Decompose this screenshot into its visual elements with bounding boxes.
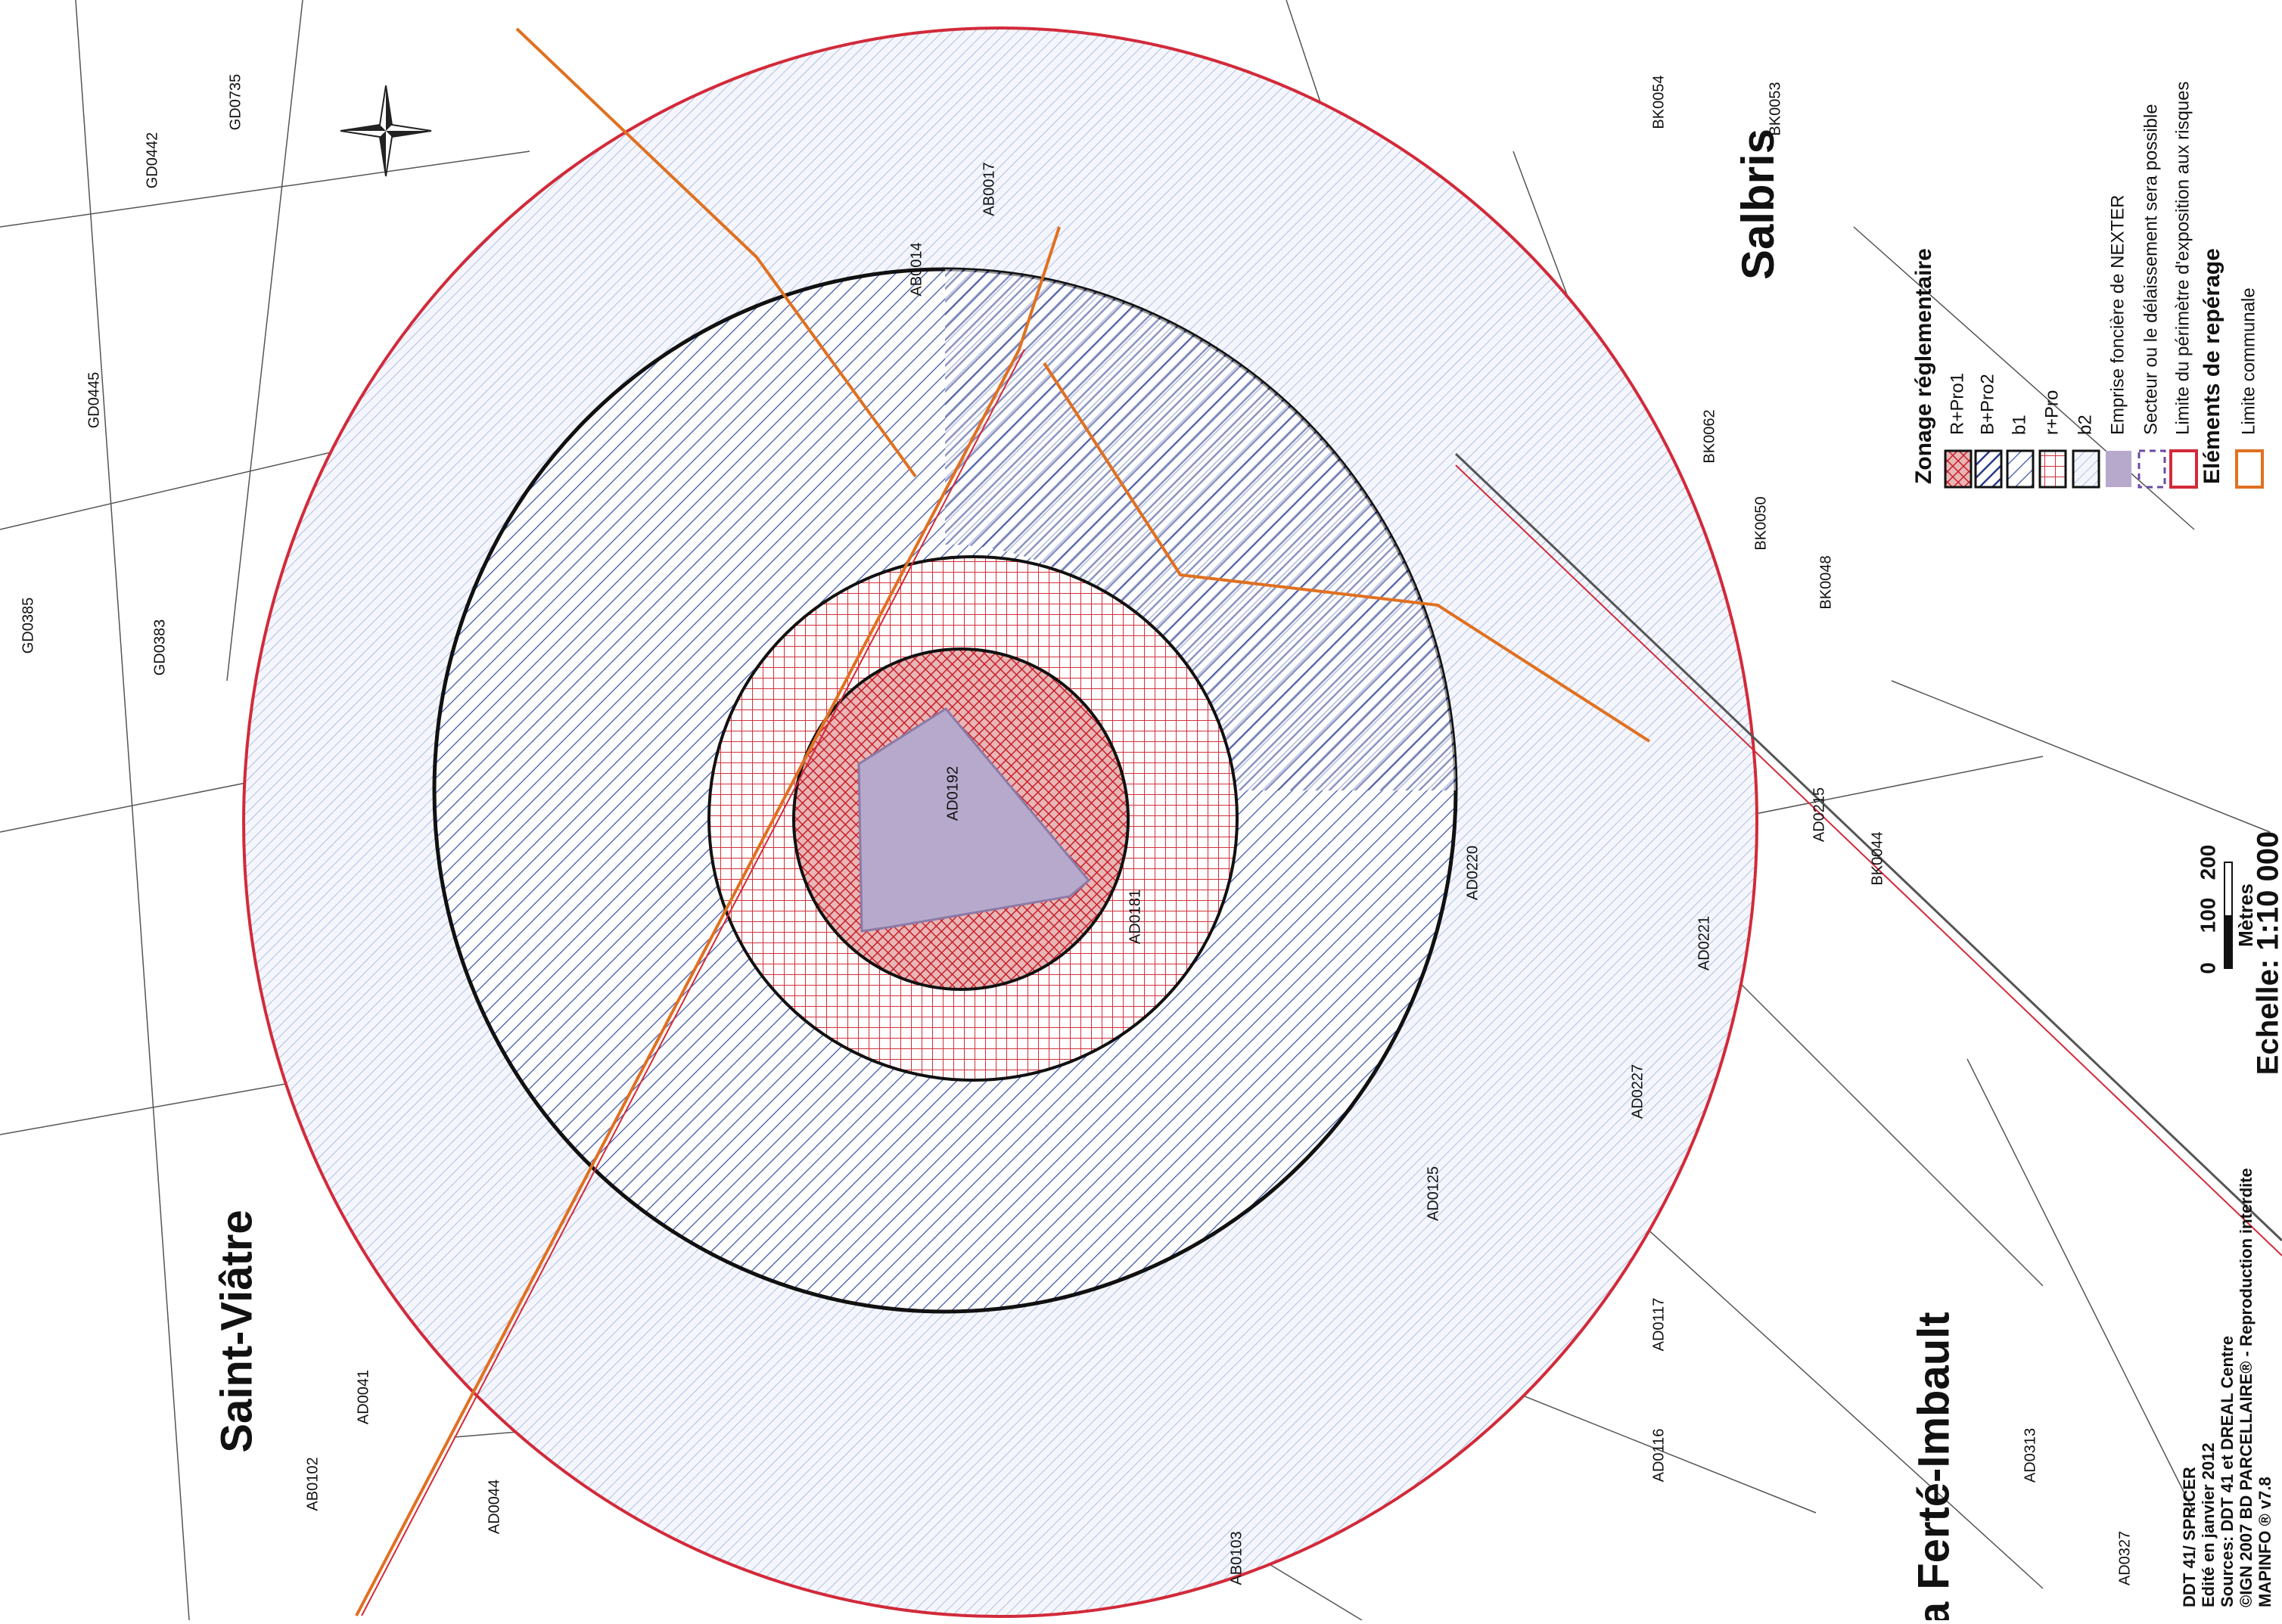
legend-label: B+Pro2: [1977, 374, 1998, 435]
parcel-line: [226, 0, 303, 682]
parcel-label: AD0116: [1650, 1429, 1667, 1483]
nexter-site: [857, 707, 1091, 933]
scale-unit: Mètres: [2234, 883, 2257, 947]
parcel-line: [1891, 680, 2271, 833]
parcel-label: BK0054: [1650, 75, 1667, 129]
parcel-label: BK0062: [1701, 409, 1718, 463]
scale-tick: 100: [2196, 898, 2219, 933]
rail: [1454, 452, 2282, 1242]
credit-line: ©IGN 2007 BD PARCELLAIRE® - Reproduction…: [2237, 1168, 2256, 1607]
scale-label: Echelle: 1:10 000: [2252, 831, 2282, 1075]
parcel-label: AD0220: [1464, 846, 1481, 900]
parcel-label: AD0125: [1425, 1166, 1441, 1221]
roads: [355, 27, 2282, 1616]
parcel-label: GD0445: [85, 372, 102, 429]
parcel-label: AD0181: [1127, 890, 1143, 944]
parcel-label: AB0017: [981, 162, 997, 216]
parcel-label: AB0102: [304, 1457, 321, 1511]
road: [361, 349, 1025, 1616]
scale-tick: 0: [2196, 962, 2219, 974]
north-arrow: [340, 85, 432, 177]
parcel-label: AB0103: [1228, 1531, 1245, 1585]
parcel-label: BK0048: [1817, 555, 1834, 609]
parcel-label: GD0383: [151, 619, 168, 676]
legend-swatch: [2137, 449, 2166, 489]
parcel-line: [1739, 983, 2044, 1287]
communal-limit: [515, 27, 917, 478]
legend-label: R+Pro1: [1947, 373, 1967, 435]
legend-label: Emprise foncière de NEXTER: [2107, 195, 2128, 435]
legend-swatch: [1974, 449, 2003, 489]
credit-line: Edité en janvier 2012: [2199, 1442, 2218, 1607]
legend-swatch: [1944, 449, 1973, 489]
place-name: Saint-Viâtre: [212, 1209, 261, 1452]
parcel-line: [75, 0, 190, 1621]
parcel-label: AD0192: [944, 766, 961, 821]
communal-limit: [355, 226, 1061, 1616]
parcel-label: AD0313: [2022, 1428, 2038, 1483]
parcel-line: [1966, 1058, 2195, 1514]
parcel-label: AD0327: [2116, 1531, 2133, 1585]
scale-tick: 200: [2196, 845, 2219, 880]
place-name: La Ferté-Imbault: [1909, 1312, 1958, 1620]
parcel-line: [1626, 1209, 2044, 1589]
parcel-line: [0, 151, 530, 228]
parcel-label: BK0050: [1752, 496, 1769, 550]
credit-line: MAPINFO ® v7.8: [2256, 1477, 2274, 1607]
legend-swatch: [2235, 449, 2264, 489]
legend-label: b2: [2075, 415, 2095, 435]
zone-b-pro2: [945, 269, 1456, 790]
legend-label: Limite du périmètre d'exposition aux ris…: [2172, 82, 2193, 435]
legend-label: b1: [2009, 415, 2029, 435]
parcel-label: AD0227: [1629, 1064, 1646, 1119]
legend-label: Limite communale: [2238, 287, 2259, 435]
legend-title: Eléments de repérage: [2200, 248, 2224, 484]
legend-swatch: [2006, 449, 2035, 489]
parcel-label: AD0117: [1650, 1298, 1667, 1352]
labels: Salbris Saint-Viâtre La Ferté-Imbault BK005…: [20, 74, 2282, 1624]
communal-limit: [1043, 362, 1651, 743]
credit-line: Sources: DDT 41 et DREAL Centre: [2218, 1336, 2237, 1607]
legend-title: Zonage réglementaire: [1911, 248, 1936, 484]
parcel-label: BK0053: [1767, 82, 1783, 135]
legend-swatch: [2038, 449, 2067, 489]
place-name: Salbris: [1733, 129, 1783, 280]
parcel-label: BK0044: [1869, 831, 1886, 885]
parcel-label: AD0041: [355, 1370, 372, 1424]
legend-swatch: [2106, 451, 2131, 487]
credit-line: DDT 41/ SPRICER: [2180, 1467, 2199, 1607]
parcel-line: [0, 1073, 341, 1135]
legend-label: r+Pro: [2041, 390, 2062, 435]
parcel-label: AD0215: [1811, 787, 1827, 842]
parcel-label: AD0221: [1696, 916, 1712, 970]
parcel-label: AD0044: [486, 1480, 502, 1534]
parcel-label: GD0442: [144, 132, 160, 189]
legend-swatch: [2072, 449, 2100, 489]
scale-bar: [2224, 862, 2233, 969]
parcel-line: [1853, 226, 2195, 530]
parcel-label: AB0014: [908, 242, 925, 296]
legend-label: Secteur ou le délaissement sera possible: [2141, 104, 2161, 435]
rail: [1455, 464, 2282, 1256]
parcel-label: GD0385: [20, 598, 36, 654]
legend-swatch: [2169, 449, 2198, 489]
parcel-label: GD0735: [227, 74, 244, 131]
